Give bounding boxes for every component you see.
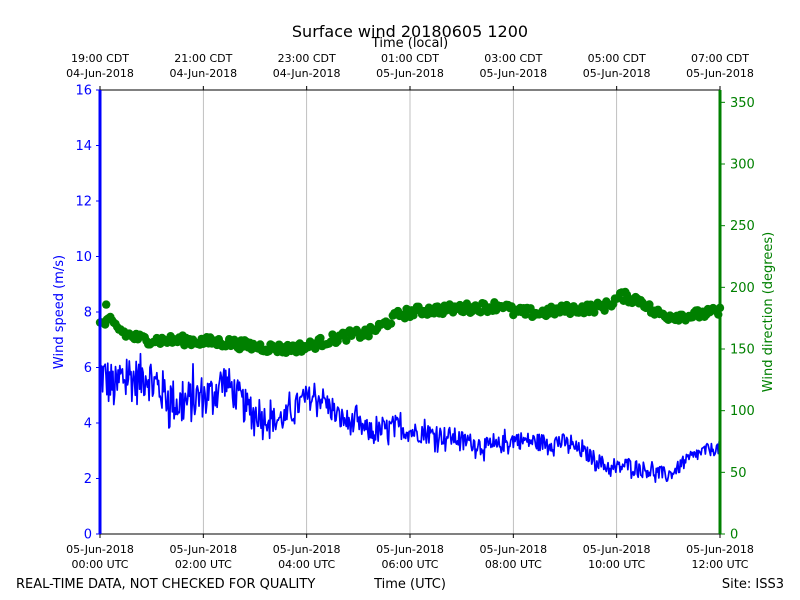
wind-direction-point xyxy=(364,332,373,341)
right-axis-label: Wind direction (degrees) xyxy=(761,232,776,392)
left-tick-label-1: 2 xyxy=(84,472,92,487)
bottom-tick-date-1: 05-Jun-2018 xyxy=(169,543,237,556)
top-tick-time-6: 07:00 CDT xyxy=(691,52,749,65)
bottom-tick-date-0: 05-Jun-2018 xyxy=(66,543,134,556)
bottom-tick-time-6: 12:00 UTC xyxy=(691,558,748,571)
bottom-tick-date-5: 05-Jun-2018 xyxy=(583,543,651,556)
top-tick-date-5: 05-Jun-2018 xyxy=(583,67,651,80)
top-axis-label: Time (local) xyxy=(371,36,448,51)
wind-speed-line xyxy=(99,352,721,483)
right-axis-ticks: 0 50 100 150 200 250 300 350 xyxy=(720,96,755,543)
top-axis-ticks: 19:00 CDT 04-Jun-2018 21:00 CDT 04-Jun-2018… xyxy=(66,52,754,90)
bottom-tick-date-4: 05-Jun-2018 xyxy=(479,543,547,556)
left-tick-label-5: 10 xyxy=(75,250,92,265)
wind-direction-point xyxy=(565,309,575,319)
quality-disclaimer: REAL-TIME DATA, NOT CHECKED FOR QUALITY xyxy=(16,577,315,592)
bottom-tick-date-6: 05-Jun-2018 xyxy=(686,543,754,556)
left-axis-label: Wind speed (m/s) xyxy=(52,255,67,369)
right-tick-label-1: 50 xyxy=(730,466,747,481)
left-tick-label-7: 14 xyxy=(75,139,92,154)
bottom-tick-time-5: 10:00 UTC xyxy=(588,558,645,571)
wind-direction-point xyxy=(590,308,599,317)
bottom-tick-date-2: 05-Jun-2018 xyxy=(273,543,341,556)
top-tick-date-6: 05-Jun-2018 xyxy=(686,67,754,80)
bottom-tick-time-4: 08:00 UTC xyxy=(485,558,542,571)
wind-direction-point xyxy=(316,333,325,343)
wind-direction-point xyxy=(645,300,654,309)
wind-direction-point xyxy=(476,308,485,317)
top-tick-time-2: 23:00 CDT xyxy=(278,52,336,65)
chart-title: Surface wind 20180605 1200 xyxy=(292,22,528,41)
left-tick-label-3: 6 xyxy=(84,361,92,376)
top-tick-date-1: 04-Jun-2018 xyxy=(169,67,237,80)
wind-direction-point xyxy=(455,300,465,310)
left-tick-label-6: 12 xyxy=(75,195,92,210)
right-tick-label-5: 250 xyxy=(730,219,755,234)
bottom-tick-time-3: 06:00 UTC xyxy=(381,558,438,571)
right-tick-label-7: 350 xyxy=(730,96,755,111)
top-tick-time-3: 01:00 CDT xyxy=(381,52,439,65)
top-tick-date-0: 04-Jun-2018 xyxy=(66,67,134,80)
wind-direction-series xyxy=(95,287,725,358)
top-tick-time-0: 19:00 CDT xyxy=(71,52,129,65)
left-tick-label-4: 8 xyxy=(84,306,92,321)
left-axis-ticks: 0 2 4 6 8 10 12 14 16 xyxy=(75,84,100,543)
bottom-axis-ticks: 05-Jun-2018 00:00 UTC 05-Jun-2018 02:00 UTC… xyxy=(66,534,754,571)
bottom-tick-time-0: 00:00 UTC xyxy=(71,558,128,571)
bottom-tick-date-3: 05-Jun-2018 xyxy=(376,543,444,556)
site-label: Site: ISS3 xyxy=(722,577,784,592)
top-tick-time-4: 03:00 CDT xyxy=(484,52,542,65)
bottom-tick-time-1: 02:00 UTC xyxy=(175,558,232,571)
x-axis-label: Time (UTC) xyxy=(373,577,446,592)
right-tick-label-0: 0 xyxy=(730,528,738,543)
wind-direction-point xyxy=(386,319,396,328)
top-tick-time-5: 05:00 CDT xyxy=(588,52,646,65)
wind-direction-outlier-0 xyxy=(102,300,111,309)
top-tick-date-3: 05-Jun-2018 xyxy=(376,67,444,80)
top-tick-date-2: 04-Jun-2018 xyxy=(273,67,341,80)
left-tick-label-0: 0 xyxy=(84,528,92,543)
right-tick-label-3: 150 xyxy=(730,343,755,358)
right-tick-label-2: 100 xyxy=(730,404,755,419)
wind-speed-series xyxy=(99,352,721,483)
bottom-tick-time-2: 04:00 UTC xyxy=(278,558,335,571)
right-tick-label-6: 300 xyxy=(730,158,755,173)
top-tick-time-1: 21:00 CDT xyxy=(174,52,232,65)
top-tick-date-4: 05-Jun-2018 xyxy=(479,67,547,80)
right-tick-label-4: 200 xyxy=(730,281,755,296)
left-tick-label-2: 4 xyxy=(84,417,92,432)
left-tick-label-8: 16 xyxy=(75,84,92,99)
